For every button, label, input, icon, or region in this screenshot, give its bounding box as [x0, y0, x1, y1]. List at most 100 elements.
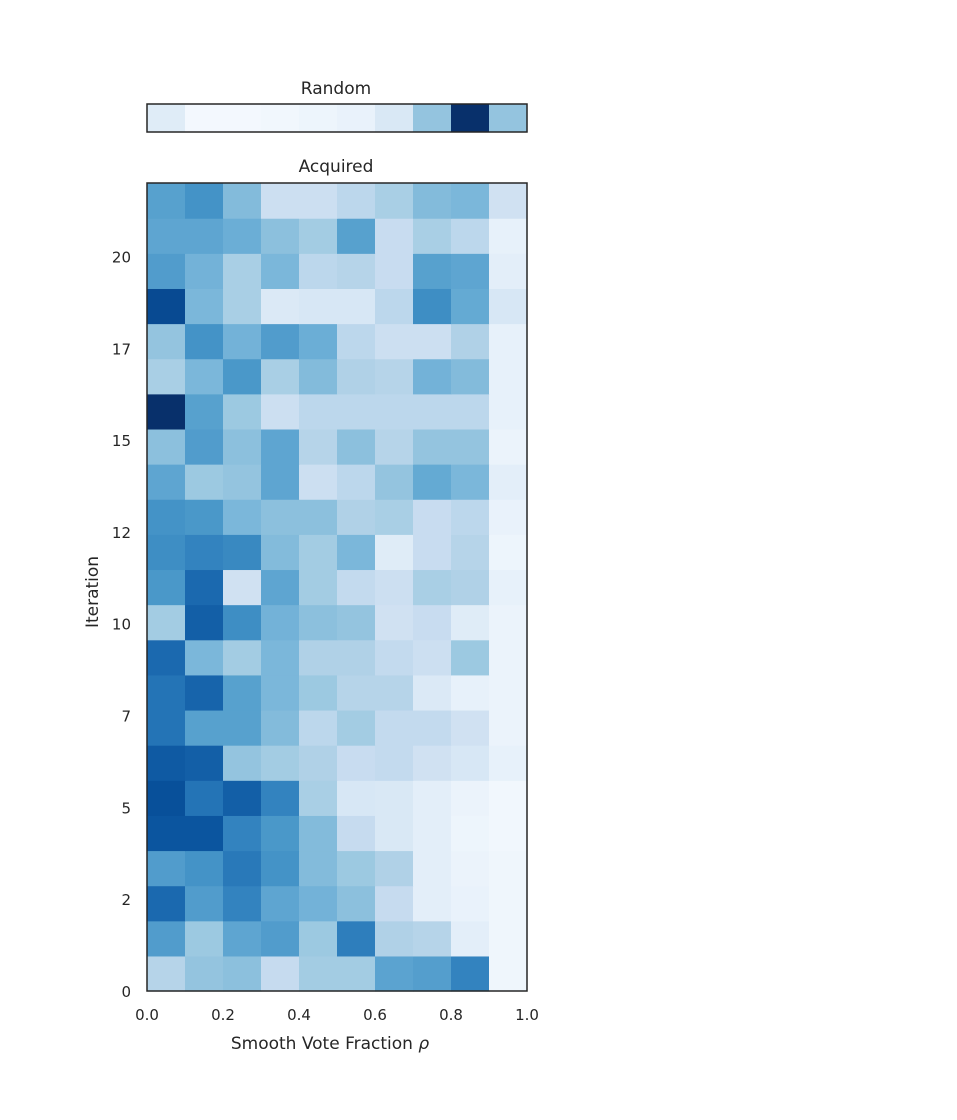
- heatmap-cell: [337, 323, 376, 360]
- heatmap-cell: [489, 323, 528, 360]
- heatmap-cell: [337, 850, 376, 887]
- heatmap-cell: [261, 955, 300, 992]
- heatmap-cell: [489, 815, 528, 852]
- heatmap-cell: [375, 253, 414, 289]
- random-heatmap: [147, 104, 528, 132]
- heatmap-cell: [223, 218, 262, 254]
- heatmap-cell: [489, 464, 528, 500]
- heatmap-cell: [261, 604, 300, 641]
- heatmap-cell: [223, 288, 262, 325]
- heatmap-cell: [337, 885, 376, 922]
- heatmap-cell: [375, 428, 414, 465]
- heatmap-cell: [375, 955, 414, 992]
- heatmap-cell: [223, 745, 262, 781]
- heatmap-cell: [261, 358, 300, 395]
- heatmap-cell: [413, 288, 452, 325]
- heatmap-cell: [413, 780, 452, 816]
- heatmap-cell: [299, 183, 338, 219]
- heatmap-cell: [375, 780, 414, 816]
- heatmap-cell: [185, 955, 224, 992]
- heatmap-cell: [375, 604, 414, 641]
- heatmap-cell: [337, 639, 376, 676]
- heatmap-cell: [185, 218, 224, 254]
- heatmap-cell: [223, 428, 262, 465]
- heatmap-cell: [147, 253, 186, 289]
- heatmap-cell: [223, 850, 262, 887]
- heatmap-cell: [451, 464, 490, 500]
- heatmap-cell: [337, 920, 376, 957]
- heatmap-cell: [223, 393, 262, 430]
- heatmap-cell: [375, 218, 414, 254]
- heatmap-cell: [185, 393, 224, 430]
- heatmap-cell: [261, 393, 300, 430]
- heatmap-cell: [375, 850, 414, 887]
- heatmap-cell: [451, 639, 490, 676]
- heatmap-cell: [147, 218, 186, 254]
- heatmap-cell: [185, 464, 224, 500]
- heatmap-cell: [185, 674, 224, 711]
- heatmap-cell: [413, 674, 452, 711]
- y-tick-label: 7: [121, 708, 131, 726]
- heatmap-cell: [337, 674, 376, 711]
- heatmap-cell: [147, 393, 186, 430]
- heatmap-cell: [223, 780, 262, 816]
- heatmap-cell: [489, 639, 528, 676]
- heatmap-cell: [337, 253, 376, 289]
- heatmap-cell: [489, 288, 528, 325]
- heatmap-cell: [375, 358, 414, 395]
- heatmap-cell: [413, 393, 452, 430]
- heatmap-cell: [147, 674, 186, 711]
- heatmap-cell: [223, 464, 262, 500]
- heatmap-cell: [413, 569, 452, 606]
- heatmap-cell: [147, 745, 186, 781]
- random-title: Random: [301, 79, 371, 99]
- y-tick-label: 2: [121, 891, 131, 909]
- x-tick-label: 0.2: [211, 1006, 235, 1024]
- y-tick-label: 20: [112, 249, 131, 267]
- heatmap-cell: [337, 288, 376, 325]
- heatmap-cell: [261, 674, 300, 711]
- heatmap-cell: [185, 323, 224, 360]
- random-cell: [223, 104, 262, 132]
- heatmap-cell: [261, 815, 300, 852]
- heatmap-cell: [451, 499, 490, 535]
- heatmap-cell: [147, 955, 186, 992]
- heatmap-cell: [413, 885, 452, 922]
- heatmap-cell: [337, 815, 376, 852]
- heatmap-cell: [185, 288, 224, 325]
- heatmap-cell: [375, 534, 414, 571]
- heatmap-cell: [337, 534, 376, 571]
- heatmap-cell: [185, 920, 224, 957]
- heatmap-cell: [413, 534, 452, 571]
- heatmap-cell: [147, 815, 186, 852]
- heatmap-cell: [147, 569, 186, 606]
- heatmap-cell: [451, 569, 490, 606]
- heatmap-cell: [261, 639, 300, 676]
- acquired-heatmap: [147, 183, 528, 992]
- heatmap-cell: [299, 850, 338, 887]
- heatmap-cell: [147, 323, 186, 360]
- heatmap-cell: [147, 499, 186, 535]
- heatmap-cell: [299, 253, 338, 289]
- heatmap-cell: [185, 815, 224, 852]
- heatmap-cell: [413, 464, 452, 500]
- heatmap-cell: [413, 499, 452, 535]
- heatmap-cell: [261, 428, 300, 465]
- heatmap-cell: [299, 885, 338, 922]
- heatmap-cell: [299, 604, 338, 641]
- heatmap-cell: [261, 218, 300, 254]
- x-tick-label: 0.4: [287, 1006, 311, 1024]
- heatmap-cell: [489, 428, 528, 465]
- heatmap-cell: [223, 674, 262, 711]
- heatmap-cell: [337, 464, 376, 500]
- heatmap-cell: [299, 569, 338, 606]
- heatmap-cell: [489, 850, 528, 887]
- heatmap-cell: [261, 499, 300, 535]
- heatmap-cell: [451, 815, 490, 852]
- heatmap-cell: [489, 253, 528, 289]
- y-tick-label: 10: [112, 616, 131, 634]
- heatmap-cell: [375, 499, 414, 535]
- heatmap-cell: [375, 920, 414, 957]
- heatmap-cell: [489, 183, 528, 219]
- heatmap-cell: [413, 183, 452, 219]
